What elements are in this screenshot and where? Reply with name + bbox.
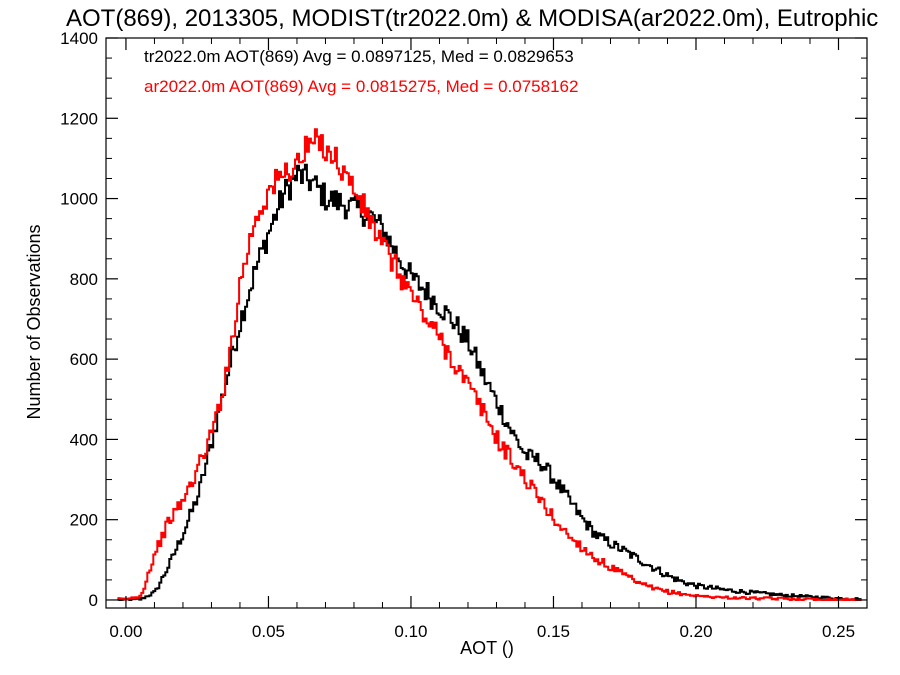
y-tick-label: 800: [70, 270, 98, 289]
y-tick-label: 1400: [60, 29, 98, 48]
legend-entry-tr2022: tr2022.0m AOT(869) Avg = 0.0897125, Med …: [144, 47, 574, 66]
plot-area: [117, 128, 862, 601]
y-tick-label: 1200: [60, 109, 98, 128]
series-line-ar2022: [117, 128, 862, 601]
series-line-tr2022: [117, 163, 862, 601]
legend-entry-ar2022: ar2022.0m AOT(869) Avg = 0.0815275, Med …: [144, 77, 578, 96]
x-axis-label: AOT (): [460, 638, 514, 658]
plot-frame: [105, 37, 868, 609]
y-tick-label: 200: [70, 511, 98, 530]
x-tick-label: 0.20: [679, 622, 712, 641]
y-axis: 0 200 400 600 800 1000 1200 1400: [60, 29, 867, 610]
y-tick-label: 400: [70, 430, 98, 449]
chart-title: AOT(869), 2013305, MODIST(tr2022.0m) & M…: [66, 5, 878, 32]
y-tick-label: 600: [70, 350, 98, 369]
y-tick-label: 1000: [60, 190, 98, 209]
x-tick-label: 0.10: [394, 622, 427, 641]
y-axis-label: Number of Observations: [24, 224, 44, 419]
x-axis: 0.00 0.05 0.10 0.15 0.20 0.25: [109, 38, 855, 641]
y-tick-label: 0: [89, 591, 98, 610]
x-tick-label: 0.15: [537, 622, 570, 641]
x-tick-label: 0.00: [109, 622, 142, 641]
x-tick-label: 0.05: [252, 622, 285, 641]
x-tick-label: 0.25: [822, 622, 855, 641]
